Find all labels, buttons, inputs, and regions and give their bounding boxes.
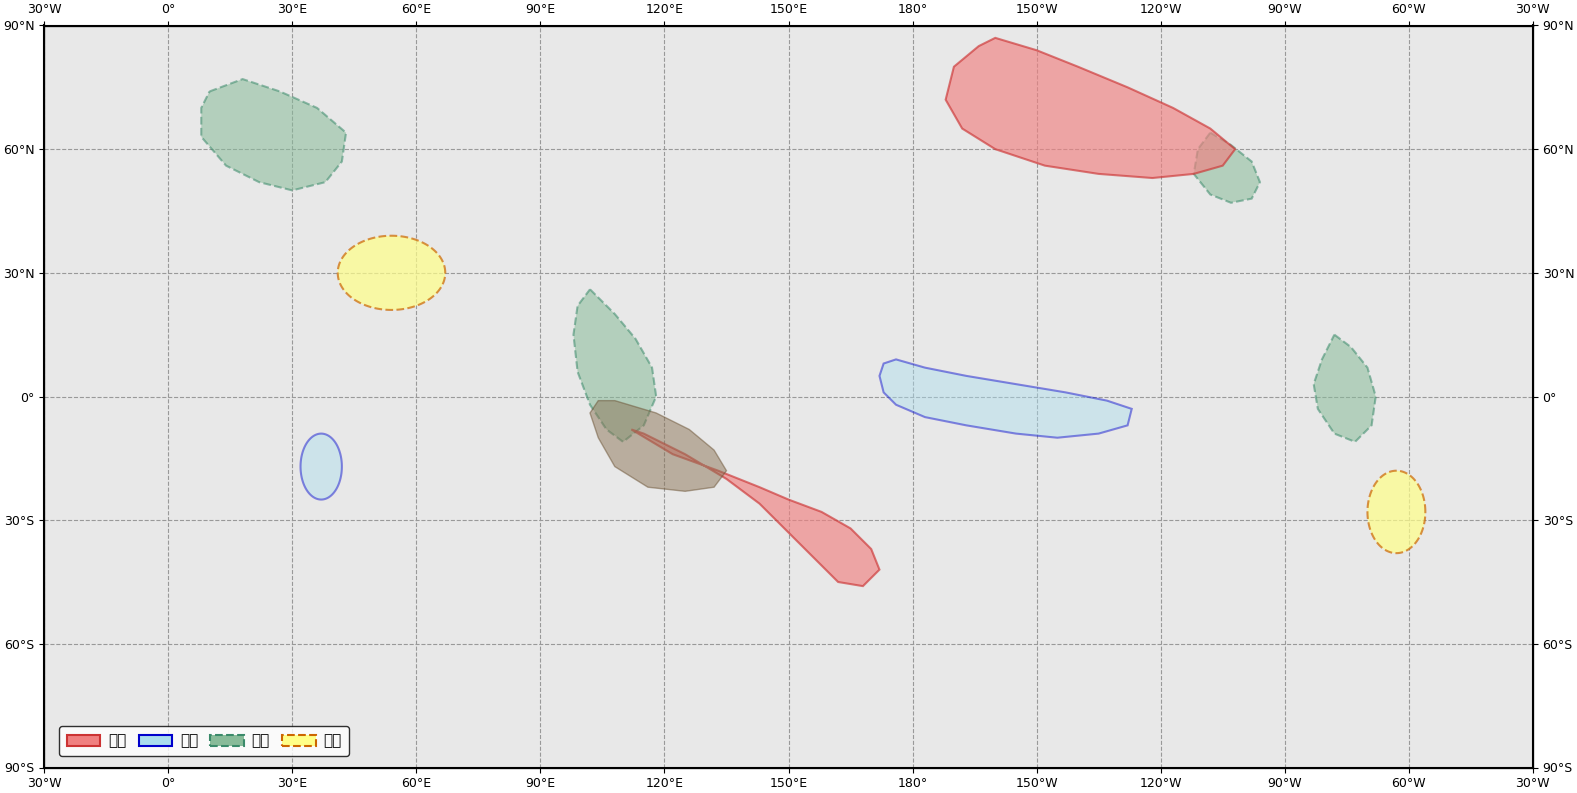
Polygon shape <box>946 38 1235 178</box>
Polygon shape <box>301 434 342 500</box>
Polygon shape <box>1367 471 1426 554</box>
Polygon shape <box>202 79 345 190</box>
Polygon shape <box>337 236 445 310</box>
Legend: 高温, 低温, 多雨, 少雨: 高温, 低温, 多雨, 少雨 <box>60 726 349 757</box>
Polygon shape <box>1194 132 1260 203</box>
Polygon shape <box>590 400 727 492</box>
Polygon shape <box>631 430 880 586</box>
Polygon shape <box>574 289 656 442</box>
Polygon shape <box>1314 335 1375 442</box>
Polygon shape <box>880 359 1132 438</box>
